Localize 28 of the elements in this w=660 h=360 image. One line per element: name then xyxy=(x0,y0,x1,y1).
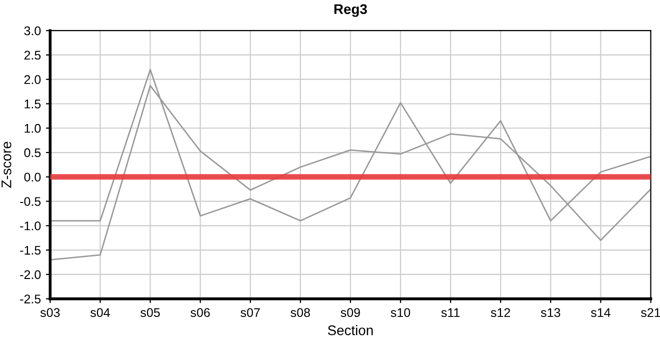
x-tick-label: s08 xyxy=(290,308,310,318)
y-tick-label: -0.5 xyxy=(20,197,41,206)
y-tick-label: -2.5 xyxy=(20,294,41,304)
x-tick-label: s12 xyxy=(490,308,510,318)
x-axis-title: Section xyxy=(328,325,373,336)
x-tick-label: s14 xyxy=(590,308,610,318)
x-tick-label: s05 xyxy=(140,308,160,318)
x-tick-label: s11 xyxy=(441,308,460,318)
y-tick-label: -1.0 xyxy=(20,221,41,230)
y-tick-label: 1.5 xyxy=(24,100,41,108)
x-tick-label: s09 xyxy=(340,308,360,318)
y-tick-label: 2.0 xyxy=(24,75,41,84)
y-tick-label: 0.0 xyxy=(24,172,41,182)
x-tick-label: s13 xyxy=(540,308,560,318)
y-tick-label: -1.5 xyxy=(20,246,41,255)
y-tick-label: 3.0 xyxy=(24,26,41,36)
chart-title: Reg3 xyxy=(334,4,367,17)
x-tick-label: s21 xyxy=(641,308,660,318)
x-tick-label: s07 xyxy=(240,308,260,318)
y-axis-title: Z-score xyxy=(2,142,12,188)
y-tick-label: -2.0 xyxy=(20,270,41,280)
x-tick-label: s04 xyxy=(90,308,110,318)
y-tick-label: 0.5 xyxy=(24,148,41,158)
x-tick-label: s03 xyxy=(40,308,60,318)
y-tick-label: 2.5 xyxy=(24,50,41,60)
x-tick-label: s10 xyxy=(390,308,410,318)
y-tick-label: 1.0 xyxy=(24,124,41,133)
x-tick-label: s06 xyxy=(190,308,210,318)
